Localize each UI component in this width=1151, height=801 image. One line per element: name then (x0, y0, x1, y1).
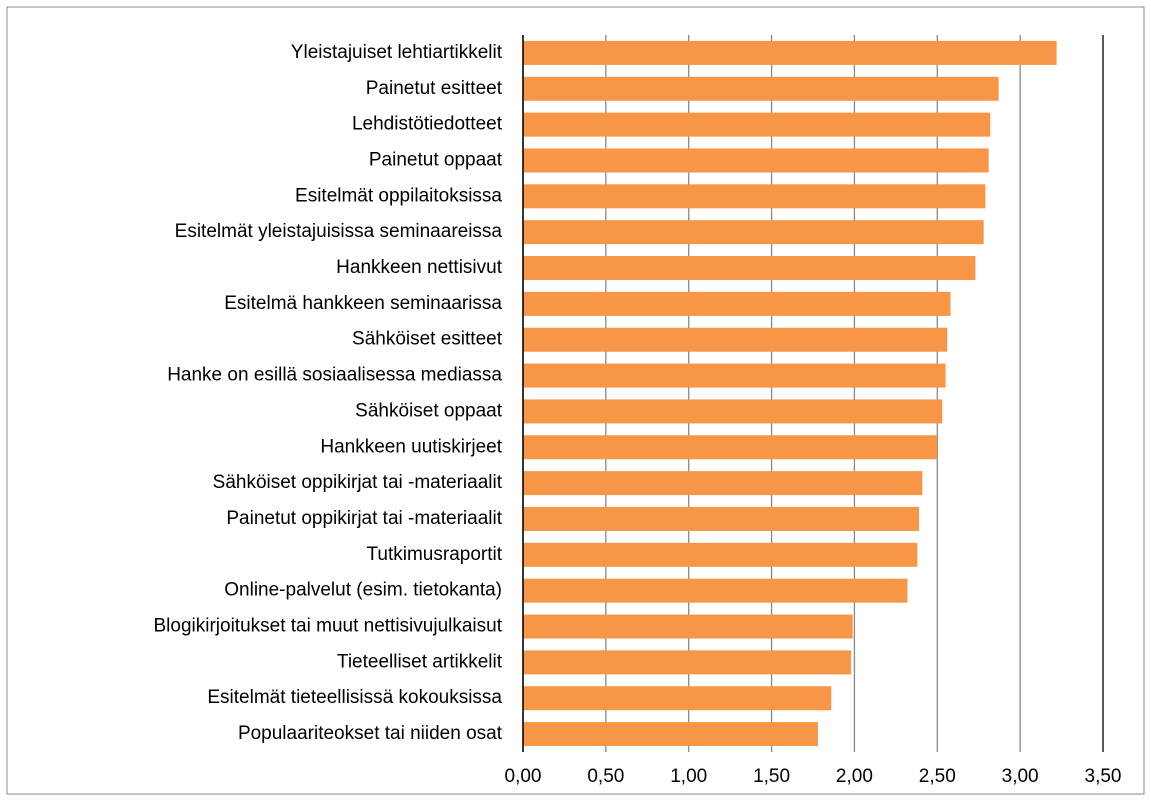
bar (523, 256, 976, 281)
bar (523, 506, 920, 531)
x-tick-label: 3,50 (1085, 766, 1122, 787)
x-tick-label: 1,00 (670, 766, 707, 787)
y-tick-label: Tieteelliset artikkelit (337, 651, 503, 672)
y-tick-label: Yleistajuiset lehtiartikkelit (291, 42, 503, 63)
bar (523, 112, 991, 137)
bar (523, 686, 832, 711)
bar (523, 542, 918, 567)
y-tick-label: Blogikirjoitukset tai muut nettisivujulk… (154, 616, 503, 637)
y-tick-label: Painetut esitteet (366, 78, 503, 99)
bar (523, 220, 984, 245)
y-tick-label: Hankkeen nettisivut (336, 257, 503, 278)
bar (523, 327, 948, 352)
y-tick-label: Hankkeen uutiskirjeet (320, 436, 502, 457)
bar (523, 722, 818, 747)
bar (523, 578, 908, 603)
y-tick-label: Esitelmä hankkeen seminaarissa (224, 293, 502, 314)
bar (523, 291, 951, 316)
y-tick-label: Tutkimusraportit (367, 544, 503, 565)
bar (523, 363, 946, 388)
x-tick-label: 2,50 (919, 766, 956, 787)
y-tick-label: Painetut oppaat (369, 149, 503, 170)
y-tick-label: Lehdistötiedotteet (352, 114, 503, 135)
bar (523, 76, 999, 101)
bar (523, 184, 986, 209)
bar (523, 471, 923, 496)
y-tick-label: Sähköiset esitteet (352, 329, 503, 350)
bar (523, 148, 989, 173)
y-tick-label: Populaariteokset tai niiden osat (238, 723, 503, 744)
x-tick-label: 0,50 (587, 766, 624, 787)
bar (523, 614, 853, 639)
y-tick-label: Hanke on esillä sosiaalisessa mediassa (167, 365, 502, 386)
x-tick-label: 0,00 (505, 766, 542, 787)
x-tick-label: 2,00 (836, 766, 873, 787)
y-tick-label: Esitelmät tieteellisissä kokouksissa (207, 687, 502, 708)
bar (523, 435, 938, 460)
y-tick-label: Sähköiset oppaat (355, 400, 503, 421)
bar (523, 399, 943, 424)
y-tick-label: Sähköiset oppikirjat tai -materiaalit (213, 472, 503, 493)
bar (523, 650, 852, 675)
x-tick-label: 3,00 (1002, 766, 1039, 787)
y-tick-label: Online-palvelut (esim. tietokanta) (224, 580, 502, 601)
y-tick-label: Esitelmät yleistajuisissa seminaareissa (175, 221, 503, 242)
bar (523, 40, 1057, 65)
x-tick-label: 1,50 (753, 766, 790, 787)
y-tick-label: Esitelmät oppilaitoksissa (295, 185, 502, 206)
y-tick-label: Painetut oppikirjat tai -materiaalit (226, 508, 502, 529)
